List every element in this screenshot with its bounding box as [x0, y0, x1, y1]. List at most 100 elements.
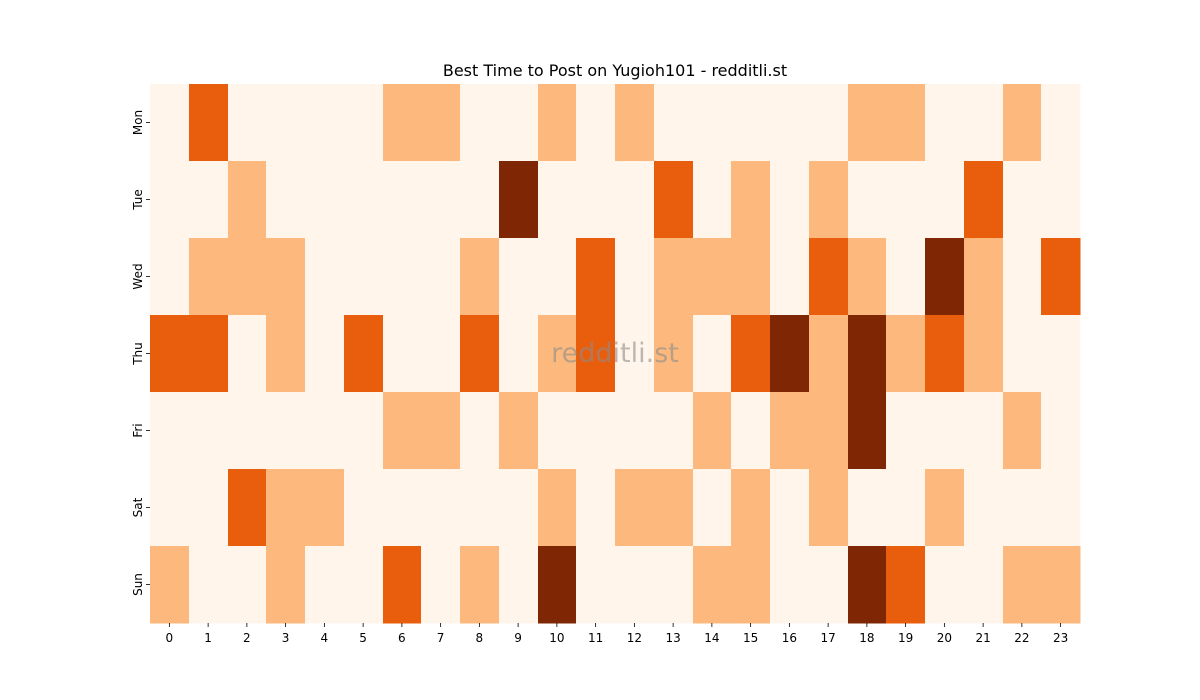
heatmap-cell-mon-17 [809, 84, 849, 162]
heatmap-cell-thu-12 [615, 315, 655, 393]
heatmap-cell-mon-11 [576, 84, 616, 162]
heatmap-cell-tue-8 [460, 161, 500, 239]
heatmap-cell-tue-22 [1003, 161, 1042, 239]
heatmap-cell-tue-14 [693, 161, 732, 239]
x-tick-label-8: 8 [476, 631, 484, 645]
heatmap-cell-tue-11 [576, 161, 616, 239]
heatmap-cell-tue-18 [848, 161, 887, 239]
heatmap-cell-mon-23 [1041, 84, 1081, 162]
heatmap-cell-tue-10 [538, 161, 577, 239]
heatmap-cell-thu-0 [150, 315, 190, 393]
heatmap-cell-wed-5 [344, 238, 384, 316]
heatmap-cell-sun-20 [925, 546, 965, 624]
heatmap-cell-fri-23 [1041, 392, 1081, 470]
chart-title: Best Time to Post on Yugioh101 - redditl… [443, 61, 787, 80]
x-tick-label-4: 4 [321, 631, 329, 645]
heatmap-cell-sun-6 [383, 546, 422, 624]
heatmap-cell-fri-9 [499, 392, 539, 470]
heatmap-cell-fri-0 [150, 392, 190, 470]
heatmap-cell-tue-4 [305, 161, 345, 239]
heatmap-cell-fri-2 [228, 392, 267, 470]
heatmap-cell-fri-6 [383, 392, 422, 470]
heatmap-cell-tue-1 [189, 161, 229, 239]
heatmap-cell-mon-1 [189, 84, 229, 162]
heatmap-cell-wed-17 [809, 238, 849, 316]
heatmap-cell-mon-6 [383, 84, 422, 162]
heatmap-cell-tue-0 [150, 161, 190, 239]
heatmap-cell-sun-21 [964, 546, 1004, 624]
x-tick-label-9: 9 [514, 631, 522, 645]
heatmap-cell-sat-18 [848, 469, 887, 547]
y-tick-label-tue: Tue [131, 189, 145, 211]
heatmap-cell-sat-2 [228, 469, 267, 547]
heatmap-cell-mon-7 [421, 84, 461, 162]
y-tick-label-fri: Fri [131, 423, 145, 437]
heatmap-cell-thu-8 [460, 315, 500, 393]
heatmap-cell-sat-7 [421, 469, 461, 547]
heatmap-cell-fri-15 [731, 392, 771, 470]
heatmap-cell-sat-13 [654, 469, 694, 547]
x-tick-label-7: 7 [437, 631, 445, 645]
heatmap-cell-wed-8 [460, 238, 500, 316]
heatmap-cell-sun-19 [886, 546, 926, 624]
heatmap-cell-wed-22 [1003, 238, 1042, 316]
heatmap-cell-mon-9 [499, 84, 539, 162]
heatmap-cell-sun-14 [693, 546, 732, 624]
heatmap-cell-fri-20 [925, 392, 965, 470]
heatmap-cell-sun-4 [305, 546, 345, 624]
heatmap-cell-thu-14 [693, 315, 732, 393]
heatmap-cell-fri-22 [1003, 392, 1042, 470]
heatmap-cell-sun-0 [150, 546, 190, 624]
heatmap-cell-sun-3 [266, 546, 306, 624]
heatmap-cell-sat-6 [383, 469, 422, 547]
x-tick-label-19: 19 [898, 631, 913, 645]
heatmap-cell-mon-5 [344, 84, 384, 162]
heatmap-cell-thu-2 [228, 315, 267, 393]
heatmap-cell-tue-6 [383, 161, 422, 239]
y-tick-label-sat: Sat [131, 497, 145, 517]
y-tick-label-sun: Sun [131, 573, 145, 596]
heatmap-cell-sat-22 [1003, 469, 1042, 547]
heatmap-cell-tue-2 [228, 161, 267, 239]
y-axis: Mon Tue Wed Thu Fri Sat Sun [131, 110, 150, 596]
heatmap-cell-mon-8 [460, 84, 500, 162]
heatmap-cell-thu-9 [499, 315, 539, 393]
heatmap-cells [150, 84, 1081, 624]
heatmap-cell-sun-22 [1003, 546, 1042, 624]
x-axis: 0 1 2 3 4 5 6 7 8 9 10 11 12 13 14 15 16 17 18 19 20 21 22 23 [166, 623, 1068, 645]
heatmap-cell-tue-23 [1041, 161, 1081, 239]
x-tick-label-10: 10 [549, 631, 564, 645]
x-tick-label-16: 16 [782, 631, 797, 645]
x-tick-label-18: 18 [859, 631, 874, 645]
x-tick-label-21: 21 [975, 631, 990, 645]
heatmap-cell-tue-16 [770, 161, 810, 239]
heatmap-cell-sun-8 [460, 546, 500, 624]
heatmap-cell-wed-1 [189, 238, 229, 316]
heatmap-cell-wed-2 [228, 238, 267, 316]
heatmap-cell-mon-21 [964, 84, 1004, 162]
heatmap-cell-fri-11 [576, 392, 616, 470]
heatmap-cell-thu-15 [731, 315, 771, 393]
heatmap-cell-wed-14 [693, 238, 732, 316]
x-tick-label-0: 0 [166, 631, 174, 645]
heatmap-cell-sun-16 [770, 546, 810, 624]
heatmap-cell-sun-10 [538, 546, 577, 624]
heatmap-cell-mon-10 [538, 84, 577, 162]
x-tick-label-1: 1 [204, 631, 212, 645]
heatmap-cell-sat-11 [576, 469, 616, 547]
heatmap-cell-sun-7 [421, 546, 461, 624]
heatmap-cell-wed-16 [770, 238, 810, 316]
heatmap-cell-fri-18 [848, 392, 887, 470]
heatmap-cell-fri-7 [421, 392, 461, 470]
heatmap-cell-fri-1 [189, 392, 229, 470]
heatmap-cell-mon-19 [886, 84, 926, 162]
heatmap-cell-thu-4 [305, 315, 345, 393]
x-tick-label-14: 14 [704, 631, 719, 645]
heatmap-cell-wed-18 [848, 238, 887, 316]
heatmap-cell-thu-18 [848, 315, 887, 393]
heatmap-cell-mon-14 [693, 84, 732, 162]
heatmap-cell-sat-0 [150, 469, 190, 547]
heatmap-cell-thu-3 [266, 315, 306, 393]
heatmap-cell-thu-11 [576, 315, 616, 393]
heatmap-cell-fri-12 [615, 392, 655, 470]
